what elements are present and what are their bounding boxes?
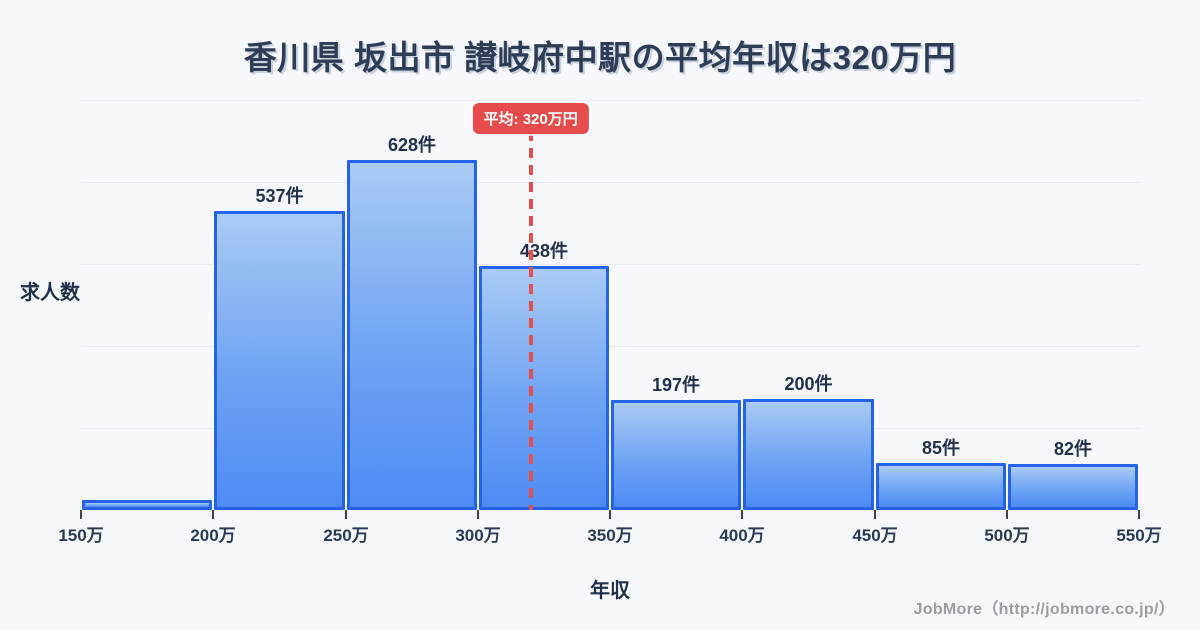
x-tick-label: 400万 bbox=[719, 526, 765, 545]
histogram-bar bbox=[214, 211, 345, 510]
x-tick bbox=[1006, 510, 1008, 519]
x-tick bbox=[1138, 510, 1140, 519]
x-tick-label: 550万 bbox=[1116, 526, 1162, 545]
histogram-bar bbox=[82, 500, 212, 510]
x-tick-label: 250万 bbox=[323, 526, 369, 545]
bar-value-label: 197件 bbox=[651, 375, 701, 395]
gridline bbox=[81, 264, 1140, 265]
histogram-bar bbox=[1008, 464, 1138, 510]
bar-value-label: 438件 bbox=[519, 241, 569, 261]
y-axis-label: 求人数 bbox=[20, 282, 80, 304]
mean-badge: 平均: 320万円 bbox=[472, 103, 589, 134]
x-tick-label: 500万 bbox=[984, 526, 1030, 545]
x-tick bbox=[477, 510, 479, 519]
gridline bbox=[81, 346, 1140, 347]
x-tick bbox=[212, 510, 214, 519]
histogram-bar bbox=[479, 266, 609, 510]
mean-line bbox=[528, 131, 533, 510]
bar-value-label: 200件 bbox=[784, 374, 833, 394]
x-tick-label: 150万 bbox=[58, 526, 104, 545]
x-tick-label: 300万 bbox=[455, 526, 501, 545]
histogram-bar bbox=[611, 400, 741, 510]
histogram-bar bbox=[347, 160, 477, 510]
x-tick-label: 350万 bbox=[587, 526, 633, 545]
bar-value-label: 628件 bbox=[387, 135, 437, 155]
gridline bbox=[81, 182, 1140, 183]
x-tick bbox=[345, 510, 347, 519]
x-tick bbox=[80, 510, 82, 519]
chart-title: 香川県 坂出市 讃岐府中駅の平均年収は320万円 bbox=[243, 39, 957, 76]
footer-credit: JobMore（http://jobmore.co.jp/） bbox=[913, 601, 1175, 618]
bar-value-label: 537件 bbox=[255, 186, 304, 206]
x-axis-label: 年収 bbox=[590, 580, 630, 602]
x-tick-label: 450万 bbox=[852, 526, 898, 545]
gridline bbox=[81, 100, 1140, 101]
histogram-bar bbox=[876, 463, 1006, 510]
bar-value-label: 82件 bbox=[1053, 439, 1093, 459]
bar-value-label: 85件 bbox=[921, 438, 961, 458]
x-tick-label: 200万 bbox=[190, 526, 236, 545]
x-tick bbox=[609, 510, 611, 519]
x-tick bbox=[741, 510, 743, 519]
histogram-bar bbox=[743, 399, 874, 510]
x-tick bbox=[874, 510, 876, 519]
gridline bbox=[81, 428, 1140, 429]
